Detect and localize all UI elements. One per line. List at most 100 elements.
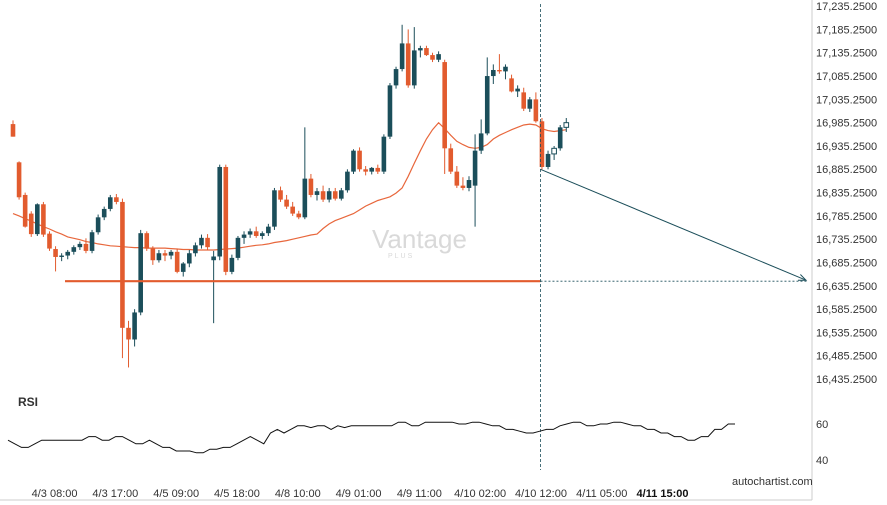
candle (235, 235, 241, 261)
candle-body (545, 153, 551, 167)
candle (65, 249, 71, 260)
candle (217, 164, 223, 261)
candle-body (424, 48, 429, 56)
candle (83, 238, 89, 254)
candle-body (539, 121, 545, 167)
candle (484, 57, 490, 136)
candle-body (101, 208, 107, 218)
candle-body (205, 237, 210, 248)
candle-body (381, 136, 387, 172)
candle-body (259, 233, 265, 236)
candle-body (211, 256, 216, 261)
candle (563, 118, 570, 133)
candle (454, 166, 460, 188)
candle-body (53, 249, 58, 257)
candle (424, 45, 429, 57)
candle-body (126, 327, 131, 340)
candle-body (22, 194, 28, 227)
candle-body (332, 191, 338, 199)
candle-body (491, 69, 496, 77)
candle (557, 125, 563, 151)
candle-body (235, 237, 241, 258)
candle-body (466, 180, 472, 188)
candle (296, 210, 302, 220)
candle (162, 249, 168, 262)
candle (95, 214, 101, 235)
candle-body (448, 148, 454, 172)
candle-body (83, 243, 89, 251)
candle-body (296, 213, 302, 218)
candle (478, 119, 484, 154)
watermark: Vantage PLUS (372, 224, 467, 260)
y-tick-label: 16,485.2500 (816, 351, 877, 363)
candle (533, 92, 539, 123)
candle (351, 149, 356, 174)
candle-body (551, 147, 557, 155)
candle (199, 234, 204, 249)
candle (77, 241, 83, 250)
candle (545, 150, 551, 170)
candle (107, 194, 113, 212)
y-tick-label: 17,135.2500 (816, 48, 877, 60)
candle-body (563, 122, 570, 128)
y-tick-label: 16,885.2500 (816, 164, 877, 176)
candle (10, 120, 16, 137)
x-tick-label: 4/9 01:00 (336, 488, 382, 500)
candle-body (351, 150, 356, 172)
candle (180, 262, 186, 277)
forecast-arrow-line (540, 168, 807, 281)
candle (168, 249, 174, 260)
x-tick-label: 4/8 10:00 (275, 488, 321, 500)
candle (411, 27, 417, 89)
x-tick-label: 4/9 11:00 (397, 488, 442, 500)
candle (241, 231, 247, 244)
candle-body (339, 190, 344, 199)
candle-body (28, 213, 34, 235)
candle (156, 249, 162, 263)
candle-body (290, 206, 295, 214)
candle (357, 147, 362, 172)
candle-body (41, 204, 46, 235)
candle-body (187, 253, 192, 264)
candle-body (369, 167, 375, 172)
rsi-tick-label: 60 (816, 419, 828, 431)
x-axis: 4/3 08:00 4/3 17:00 4/5 09:00 4/5 18:00 4/8 … (0, 488, 812, 501)
x-tick-label: 4/5 09:00 (153, 488, 199, 500)
candle (59, 253, 64, 262)
candle (339, 187, 344, 201)
candle-body (515, 88, 520, 92)
candle (211, 250, 216, 324)
rsi-tick-label: 40 (816, 455, 828, 467)
x-tick-label: 4/11 05:00 (576, 488, 627, 500)
candle-body (223, 166, 229, 272)
credit-label: autochartist.com (732, 476, 813, 488)
candle-body (375, 167, 381, 172)
candle (193, 242, 198, 257)
candle-body (138, 233, 143, 313)
candle-body (132, 312, 137, 340)
candle-body (363, 169, 368, 172)
candle (363, 166, 368, 176)
candle (497, 54, 502, 74)
candle-body (326, 191, 332, 200)
candle (101, 206, 107, 221)
candle-body (120, 201, 125, 328)
y-tick-label: 16,735.2500 (816, 234, 877, 246)
y-tick-label: 16,785.2500 (816, 211, 877, 223)
candle (187, 249, 192, 268)
candle (278, 186, 283, 202)
candle (491, 64, 496, 84)
candle (47, 231, 52, 251)
y-tick-label: 16,585.2500 (816, 304, 877, 316)
y-tick-label: 17,035.2500 (816, 94, 877, 106)
candle-body (156, 253, 162, 261)
y-axis: 17,235.2500 17,185.2500 17,135.2500 17,085.… (811, 0, 877, 500)
candle (229, 254, 235, 275)
candle-body (47, 233, 52, 249)
candle (448, 143, 454, 174)
candle-body (174, 251, 180, 272)
candle (266, 223, 271, 236)
candle (326, 187, 332, 203)
candle-body (430, 55, 435, 60)
rsi-panel: RSI 60 40 (7, 395, 828, 467)
